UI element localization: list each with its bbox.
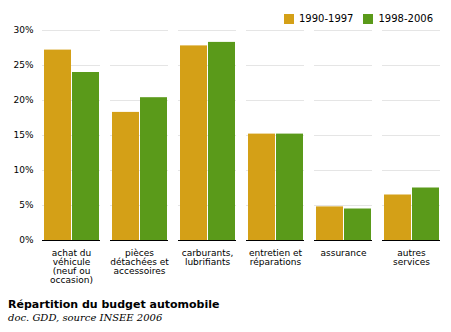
html-text:1990-1997: 1990-1997 — [299, 13, 354, 24]
svg-text:30%: 30% — [13, 25, 33, 35]
svg-text:autresservices: autresservices — [393, 248, 430, 267]
svg-text:10%: 10% — [13, 165, 33, 175]
svg-text:25%: 25% — [13, 60, 33, 70]
svg-text:carburants,lubrifiants: carburants,lubrifiants — [182, 248, 234, 267]
svg-text:5%: 5% — [19, 200, 34, 210]
svg-text:piècesdétachées etaccessoires: piècesdétachées etaccessoires — [110, 248, 169, 276]
html-text:Répartition du budget automobi: Répartition du budget automobile — [8, 298, 220, 311]
svg-text:20%: 20% — [13, 95, 33, 105]
svg-text:0%: 0% — [19, 235, 34, 245]
svg-text:15%: 15% — [13, 130, 33, 140]
svg-text:achat duvéhicule(neuf ouoccasi: achat duvéhicule(neuf ouoccasion) — [50, 248, 93, 285]
html-text:doc. GDD, source INSEE 2006: doc. GDD, source INSEE 2006 — [8, 312, 163, 323]
svg-text:assurance: assurance — [320, 248, 366, 258]
svg-text:entretien etréparations: entretien etréparations — [249, 248, 302, 267]
html-text:1998-2006: 1998-2006 — [378, 13, 433, 24]
